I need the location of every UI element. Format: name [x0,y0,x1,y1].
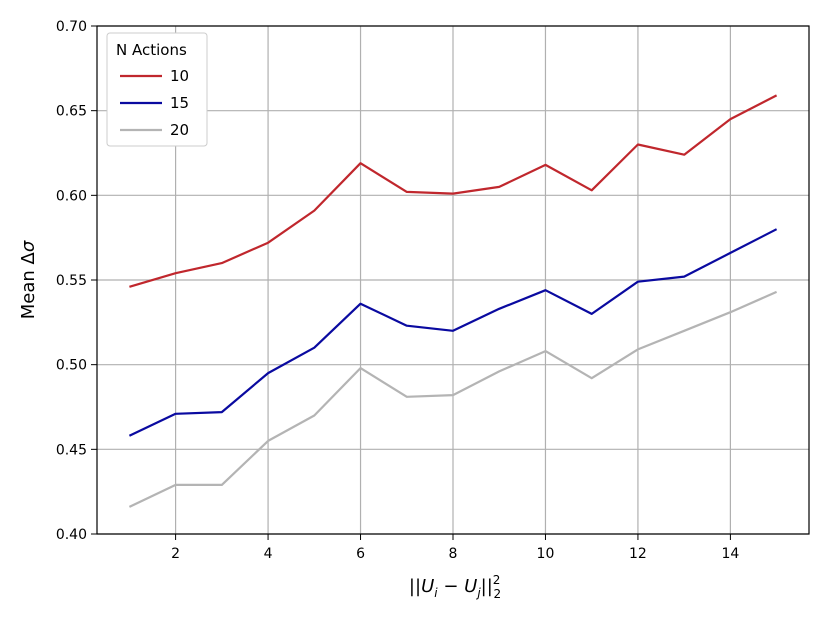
y-axis-ticks: 0.40 0.45 0.50 0.55 0.60 0.65 0.70 [56,19,97,543]
y-tick-label: 0.50 [56,358,87,374]
series-line-15 [128,228,778,437]
legend-label-10: 10 [170,67,189,85]
x-axis-label: ||Ui − Uj||2 2 [409,573,501,601]
x-tick-label: 8 [449,546,458,562]
series-line-20 [128,290,778,508]
x-tick-label: 12 [629,546,647,562]
legend-box [106,32,208,147]
y-tick-label: 0.60 [56,188,87,204]
x-tick-label: 2 [171,546,180,562]
legend-label-15: 15 [170,94,189,112]
y-tick-label: 0.70 [56,19,87,35]
series-line-10 [129,94,778,288]
x-tick-label: 14 [721,546,739,562]
x-tick-label: 10 [537,546,555,562]
x-tick-label: 4 [264,546,273,562]
y-tick-label: 0.55 [56,273,87,289]
legend-items: 10 15 20 [120,67,189,139]
y-tick-label: 0.65 [56,104,87,120]
y-axis-label: Mean Δσ [18,240,39,319]
series-lines [128,94,778,508]
y-tick-label: 0.40 [56,527,87,543]
legend: N Actions 10 15 20 [106,32,208,147]
legend-label-20: 20 [170,121,189,139]
x-axis-ticks: 2 4 6 8 10 12 14 [171,534,739,562]
y-tick-label: 0.45 [56,442,87,458]
x-tick-label: 6 [356,546,365,562]
legend-title: N Actions [116,41,187,59]
